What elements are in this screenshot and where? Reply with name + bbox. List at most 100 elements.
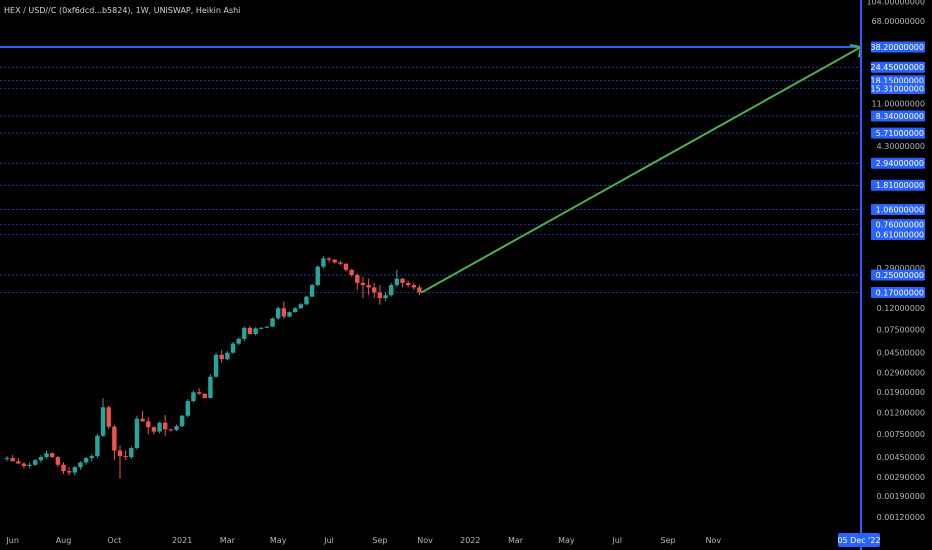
candle xyxy=(377,285,383,305)
candle xyxy=(27,462,32,469)
candle xyxy=(16,458,21,464)
price-tag-label: 24.45000000 xyxy=(871,63,924,72)
price-tag-bg xyxy=(871,269,925,281)
candle xyxy=(253,327,258,336)
candle-body xyxy=(72,467,77,473)
candle-body xyxy=(66,471,72,473)
candle-body xyxy=(95,435,100,457)
candle xyxy=(78,461,83,470)
candle-body xyxy=(400,278,405,283)
candle xyxy=(123,450,128,461)
y-tick-label: 0.00190000 xyxy=(877,492,925,501)
price-tag-bg xyxy=(871,41,925,53)
time-axis[interactable]: Jun Aug Oct 2021 Mar May Jul Sep Nov 2022 Mar May Ju… xyxy=(5,533,881,547)
candle xyxy=(50,452,55,459)
candle-body xyxy=(100,407,106,436)
price-tag-label: 0.25000000 xyxy=(876,271,924,280)
y-tick-label: 0.00750000 xyxy=(877,430,925,439)
candle-body xyxy=(298,304,303,309)
price-tag-label: 2.94000000 xyxy=(876,159,924,168)
candle-body xyxy=(129,447,134,458)
candle-body xyxy=(163,422,168,430)
y-tick-label: 0.29000000 xyxy=(877,264,925,273)
candle xyxy=(61,462,66,474)
candle xyxy=(242,326,247,342)
price-tag-bg xyxy=(871,82,925,94)
candle-body xyxy=(304,296,309,305)
candle-body xyxy=(4,458,10,460)
candle-body xyxy=(236,338,241,344)
date-badge-label: 05 Dec '22 xyxy=(837,536,880,545)
price-tag-label: 1.81000000 xyxy=(876,181,924,190)
candle-body xyxy=(321,258,326,267)
candle-body xyxy=(360,282,366,286)
x-tick-label: Oct xyxy=(107,536,121,545)
candle xyxy=(264,326,270,329)
candle-body xyxy=(230,343,236,353)
x-tick-label: Jul xyxy=(323,536,334,545)
candle-body xyxy=(168,429,174,431)
candle xyxy=(225,350,230,361)
candle-body xyxy=(377,292,383,299)
price-tag-label: 15.31000000 xyxy=(871,84,924,93)
candle xyxy=(298,302,303,310)
candle-body xyxy=(157,422,162,432)
price-tag-bg xyxy=(871,203,925,215)
candle-body xyxy=(417,287,422,293)
level-price-tag: 0.17000000 xyxy=(871,286,925,298)
level-price-tag: 24.45000000 xyxy=(871,61,925,73)
candle xyxy=(230,341,236,354)
candle xyxy=(321,255,326,269)
candle xyxy=(83,457,89,465)
candle xyxy=(219,349,224,363)
candle xyxy=(315,265,320,287)
date-badge-bg xyxy=(838,533,880,547)
candle-body xyxy=(50,453,55,458)
candle-body xyxy=(326,258,332,260)
candle-body xyxy=(389,285,394,296)
price-tag-bg xyxy=(871,229,925,241)
candle xyxy=(44,450,49,460)
candle-body xyxy=(219,354,224,360)
candle-body xyxy=(123,456,128,458)
candle xyxy=(174,424,179,432)
candle xyxy=(191,390,196,403)
candle xyxy=(146,417,151,435)
candle-body xyxy=(140,418,145,422)
horizontal-levels xyxy=(0,46,861,293)
candle-body xyxy=(349,269,354,275)
candle-body xyxy=(202,393,207,398)
y-tick-label: 0.00450000 xyxy=(877,453,925,462)
candle-body xyxy=(287,312,292,317)
candle xyxy=(405,280,411,288)
candle xyxy=(179,414,185,428)
candle-body xyxy=(394,278,400,286)
candle xyxy=(366,278,371,296)
x-tick-label: 2022 xyxy=(460,536,480,545)
level-price-tag: 38.20000000 xyxy=(871,41,925,53)
candle-body xyxy=(242,327,247,339)
candle-body xyxy=(21,463,27,466)
candle xyxy=(157,421,162,434)
candle-body xyxy=(332,259,337,263)
candle-body xyxy=(185,401,190,416)
candle xyxy=(213,352,219,378)
price-tag-label: 0.61000000 xyxy=(876,231,924,240)
candle-body xyxy=(225,352,230,360)
candlestick-series xyxy=(4,255,422,479)
price-axis[interactable]: 104.00000000 68.00000000 11.00000000 4.3000… xyxy=(862,0,932,550)
price-tag-bg xyxy=(871,157,925,169)
y-tick-label: 0.00120000 xyxy=(877,513,925,522)
y-tick-label: 0.01900000 xyxy=(877,388,925,397)
candle-body xyxy=(78,462,83,468)
candle-body xyxy=(208,376,213,398)
candle-body xyxy=(55,457,61,465)
candle xyxy=(208,374,213,399)
candle xyxy=(4,456,10,462)
candle-body xyxy=(83,458,89,463)
candle xyxy=(95,433,100,459)
level-price-tag: 5.71000000 xyxy=(871,127,925,139)
candle xyxy=(360,276,366,299)
y-tick-label: 11.00000000 xyxy=(872,99,925,108)
